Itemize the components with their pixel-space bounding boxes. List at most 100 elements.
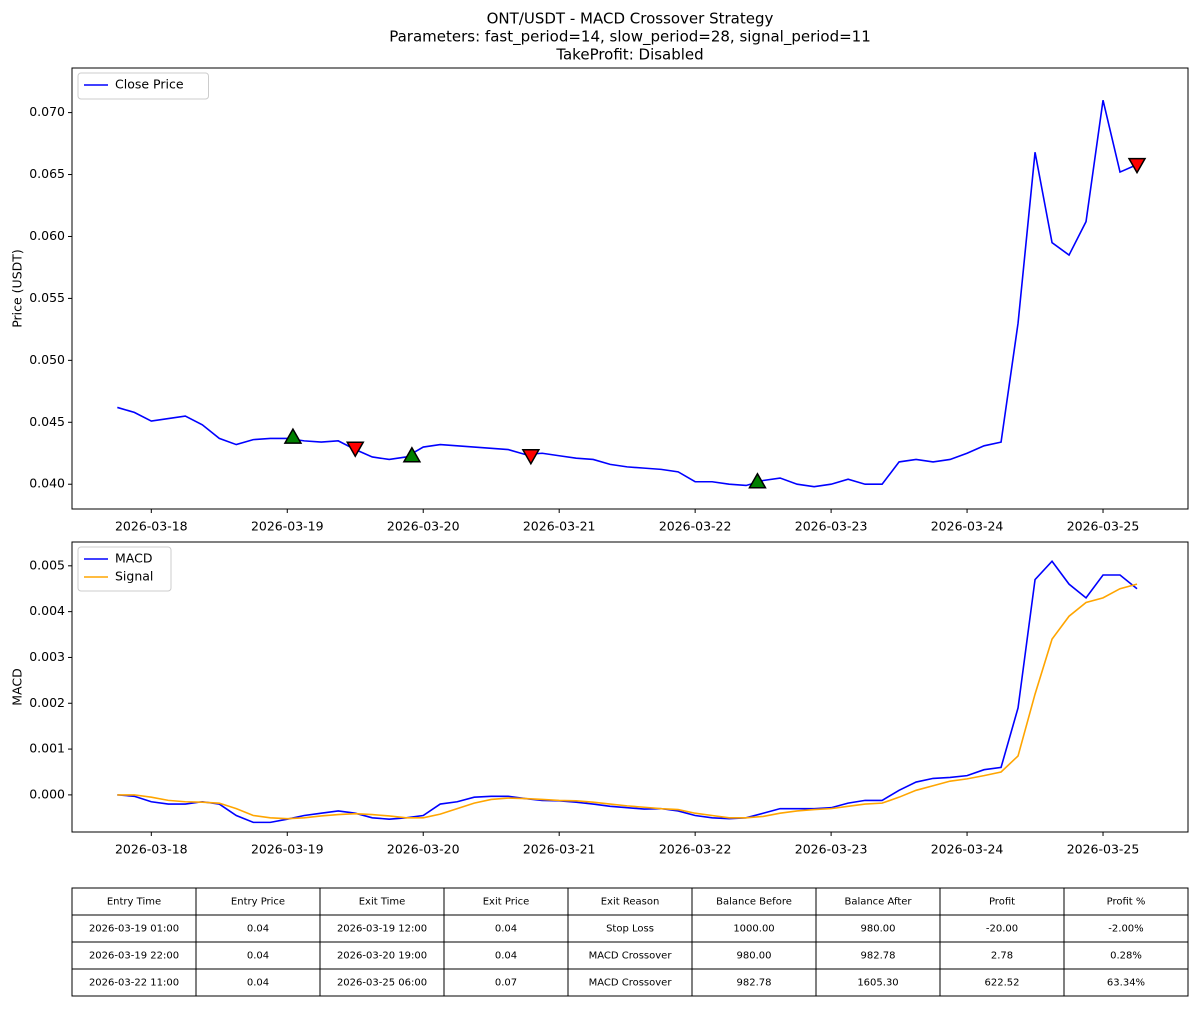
table-cell (195, 968, 321, 997)
y-tick-label: 0.060 (29, 228, 65, 243)
table-cell (815, 941, 941, 970)
table-header-cell: Entry Price (231, 897, 285, 908)
x-tick-label: 2026-03-23 (795, 842, 868, 857)
y-tick-label: 0.055 (29, 290, 65, 305)
table-cell (567, 887, 693, 916)
axes-frame (71, 67, 1189, 510)
table-cell (71, 941, 197, 970)
y-axis-label: Price (USDT) (10, 249, 25, 328)
x-tick-label: 2026-03-23 (795, 519, 868, 534)
table-cell-text: 980.00 (861, 924, 896, 935)
series-line (117, 100, 1138, 488)
y-tick-label: 0.045 (29, 414, 65, 429)
table-cell (443, 914, 569, 943)
table-cell (815, 887, 941, 916)
table-cell-text: 2.78 (991, 951, 1013, 962)
table-cell (195, 941, 321, 970)
table-cell-text: 1605.30 (857, 978, 898, 989)
x-tick-label: 2026-03-22 (659, 842, 732, 857)
x-tick-label: 2026-03-18 (115, 519, 188, 534)
table-cell-text: 982.78 (861, 951, 896, 962)
table-cell (1063, 968, 1189, 997)
table-cell (691, 887, 817, 916)
sell-marker (521, 448, 541, 466)
y-tick-label: 0.040 (29, 476, 65, 491)
table-cell-text: 0.04 (495, 951, 517, 962)
table-header-cell: Exit Price (483, 897, 530, 908)
x-tick-label: 2026-03-24 (931, 842, 1004, 857)
table-cell (319, 941, 445, 970)
table-header-cell: Entry Time (107, 897, 161, 908)
table-cell-text: 0.04 (247, 924, 269, 935)
table-cell (815, 968, 941, 997)
table-cell-text: Stop Loss (606, 924, 654, 935)
table-cell-text: 2026-03-19 01:00 (89, 924, 179, 935)
y-tick-label: 0.065 (29, 166, 65, 181)
sell-marker (345, 441, 365, 458)
y-tick-label: 0.050 (29, 352, 65, 367)
x-tick-label: 2026-03-18 (115, 842, 188, 857)
x-tick-label: 2026-03-20 (387, 842, 460, 857)
buy-marker (402, 446, 422, 463)
y-tick-label: 0.000 (29, 786, 65, 801)
legend-label: Close Price (115, 77, 184, 92)
table-header-cell: Profit % (1107, 897, 1146, 908)
table-cell-text: -2.00% (1108, 924, 1143, 935)
x-tick-label: 2026-03-25 (1067, 842, 1140, 857)
x-tick-label: 2026-03-21 (523, 842, 596, 857)
x-tick-label: 2026-03-22 (659, 519, 732, 534)
table-cell-text: 1000.00 (733, 924, 774, 935)
legend-label: MACD (115, 551, 152, 566)
table-cell-text: 0.07 (495, 978, 517, 989)
x-tick-label: 2026-03-25 (1067, 519, 1140, 534)
table-header-cell: Profit (989, 897, 1015, 908)
table-cell (443, 941, 569, 970)
x-tick-label: 2026-03-24 (931, 519, 1004, 534)
table-header-cell: Exit Reason (601, 897, 660, 908)
y-tick-label: 0.001 (29, 741, 65, 756)
table-header-cell: Exit Time (359, 897, 406, 908)
legend-box (77, 546, 172, 592)
y-tick-label: 0.070 (29, 104, 65, 119)
buy-marker (283, 427, 303, 444)
y-tick-label: 0.002 (29, 695, 65, 710)
table-cell-text: MACD Crossover (589, 951, 673, 962)
table-cell (443, 887, 569, 916)
series-line (117, 583, 1138, 820)
table-cell (443, 968, 569, 997)
table-cell (195, 887, 321, 916)
table-cell-text: 0.04 (495, 924, 517, 935)
subtitle-line: Parameters: fast_period=14, slow_period=… (389, 28, 871, 47)
table-cell-text: MACD Crossover (589, 978, 673, 989)
table-cell (319, 914, 445, 943)
table-cell-text: 2026-03-19 22:00 (89, 951, 179, 962)
table-cell-text: 0.28% (1110, 951, 1142, 962)
table-header-cell: Balance After (844, 897, 912, 908)
x-tick-label: 2026-03-19 (251, 842, 324, 857)
table-cell-text: 982.78 (737, 978, 772, 989)
table-cell-text: 2026-03-25 06:00 (337, 978, 427, 989)
axes-frame (71, 541, 1189, 833)
table-cell (567, 968, 693, 997)
table-cell (319, 968, 445, 997)
table-cell-text: -20.00 (986, 924, 1018, 935)
table-cell (815, 914, 941, 943)
y-tick-label: 0.005 (29, 557, 65, 572)
sell-marker (1127, 157, 1147, 175)
table-cell-text: 2026-03-20 19:00 (337, 951, 427, 962)
legend-label: Signal (115, 569, 153, 584)
y-axis-label: MACD (10, 668, 25, 705)
table-cell (71, 887, 197, 916)
title-line: ONT/USDT - MACD Crossover Strategy (487, 10, 774, 28)
table-cell-text: 0.04 (247, 978, 269, 989)
table-cell-text: 2026-03-19 12:00 (337, 924, 427, 935)
table-cell-text: 0.04 (247, 951, 269, 962)
table-cell-text: 63.34% (1107, 978, 1145, 989)
x-tick-label: 2026-03-20 (387, 519, 460, 534)
x-tick-label: 2026-03-21 (523, 519, 596, 534)
y-tick-label: 0.003 (29, 649, 65, 664)
table-cell-text: 980.00 (737, 951, 772, 962)
buy-marker (748, 472, 767, 489)
table-cell-text: 2026-03-22 11:00 (89, 978, 179, 989)
